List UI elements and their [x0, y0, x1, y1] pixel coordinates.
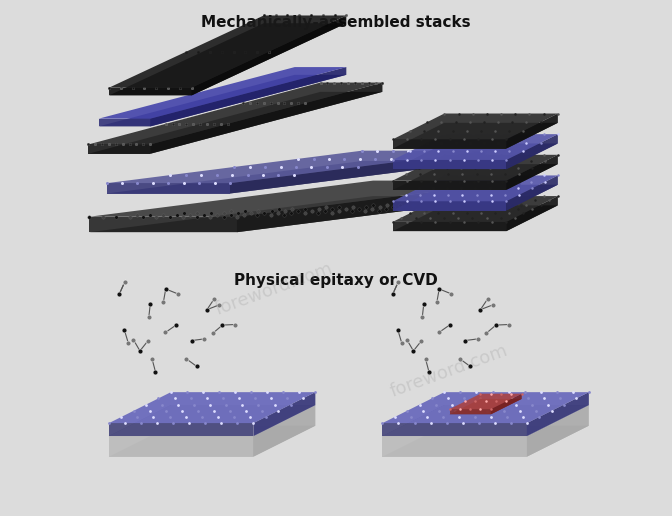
Polygon shape: [382, 426, 589, 457]
Polygon shape: [392, 134, 558, 160]
Polygon shape: [109, 426, 315, 457]
Polygon shape: [450, 409, 491, 414]
Polygon shape: [392, 222, 506, 231]
Polygon shape: [382, 405, 589, 436]
Polygon shape: [107, 183, 230, 194]
Polygon shape: [109, 423, 253, 436]
Polygon shape: [107, 151, 485, 183]
Polygon shape: [109, 88, 192, 95]
Polygon shape: [99, 119, 151, 126]
Polygon shape: [392, 164, 558, 190]
Polygon shape: [506, 114, 558, 149]
Polygon shape: [192, 15, 346, 95]
Polygon shape: [109, 405, 315, 436]
Polygon shape: [527, 392, 589, 436]
Polygon shape: [237, 181, 521, 232]
Polygon shape: [109, 23, 346, 95]
Polygon shape: [89, 181, 521, 217]
Polygon shape: [392, 155, 558, 181]
Text: Physical epitaxy or CVD: Physical epitaxy or CVD: [234, 273, 438, 288]
Text: foreword.com: foreword.com: [388, 342, 511, 401]
Polygon shape: [99, 75, 346, 126]
Polygon shape: [230, 151, 485, 194]
Polygon shape: [151, 67, 346, 126]
Polygon shape: [392, 181, 506, 190]
Polygon shape: [89, 196, 521, 232]
Polygon shape: [527, 405, 589, 457]
Polygon shape: [450, 394, 521, 409]
Polygon shape: [392, 123, 558, 149]
Polygon shape: [506, 134, 558, 169]
Polygon shape: [506, 155, 558, 190]
Polygon shape: [382, 423, 527, 436]
Polygon shape: [392, 175, 558, 201]
Polygon shape: [392, 143, 558, 169]
Polygon shape: [491, 394, 521, 414]
Polygon shape: [506, 175, 558, 211]
Polygon shape: [392, 196, 558, 222]
Polygon shape: [253, 392, 315, 436]
Polygon shape: [109, 436, 253, 457]
Polygon shape: [382, 392, 589, 423]
Polygon shape: [392, 185, 558, 211]
Polygon shape: [88, 83, 382, 144]
Polygon shape: [382, 405, 589, 436]
Text: foreword.com: foreword.com: [213, 260, 335, 318]
Polygon shape: [392, 205, 558, 231]
Polygon shape: [382, 436, 527, 457]
Polygon shape: [506, 196, 558, 231]
Polygon shape: [392, 139, 506, 149]
Polygon shape: [253, 405, 315, 457]
Text: Mechanically-assembled stacks: Mechanically-assembled stacks: [201, 15, 471, 30]
Polygon shape: [89, 217, 237, 232]
Polygon shape: [151, 83, 382, 154]
Polygon shape: [88, 144, 151, 154]
Polygon shape: [109, 15, 346, 88]
Polygon shape: [88, 92, 382, 154]
Polygon shape: [392, 114, 558, 139]
Polygon shape: [109, 405, 315, 436]
Polygon shape: [392, 201, 506, 211]
Polygon shape: [107, 161, 485, 194]
Polygon shape: [450, 399, 521, 414]
Polygon shape: [99, 67, 346, 119]
Polygon shape: [109, 392, 315, 423]
Polygon shape: [392, 160, 506, 169]
